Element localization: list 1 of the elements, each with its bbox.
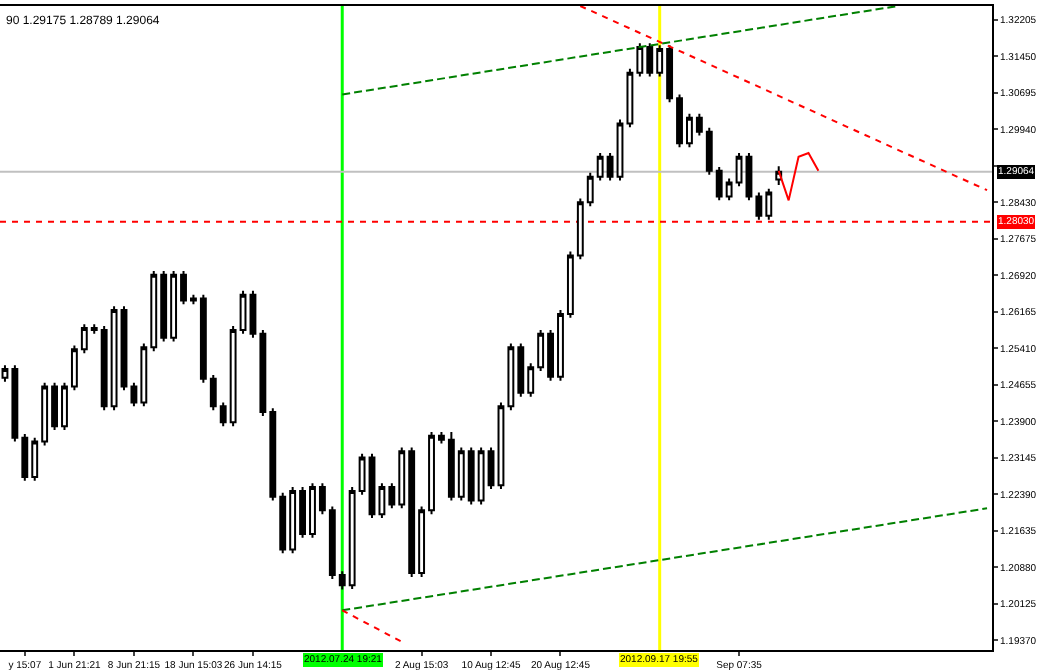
- line-series: [777, 151, 820, 202]
